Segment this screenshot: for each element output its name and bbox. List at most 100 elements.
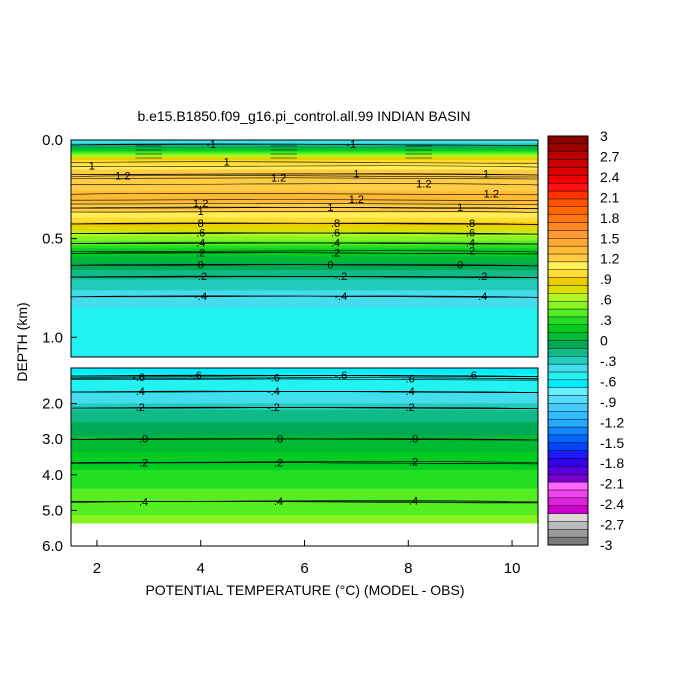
lower-fill-band xyxy=(71,494,538,496)
lower-fill-band xyxy=(71,488,538,491)
upper-fill-band xyxy=(71,291,538,295)
lower-contour-line xyxy=(71,462,538,465)
upper-fill-band xyxy=(71,341,538,344)
lower-fill-band xyxy=(71,408,538,411)
upper-fill-band xyxy=(71,353,538,357)
upper-fill-band xyxy=(71,350,538,353)
lower-fill-band xyxy=(71,383,538,386)
lower-fill-band xyxy=(71,505,538,507)
lower-y-tick-label: 4.0 xyxy=(42,467,63,484)
lower-y-tick-label: 5.0 xyxy=(42,502,63,519)
lower-fill-band xyxy=(71,466,538,469)
lower-fill-band xyxy=(71,454,538,456)
upper-fill-band xyxy=(71,183,538,186)
upper-fill-band xyxy=(71,305,538,308)
lower-contour-labels: -.6 -.6 -.6 -.6 -.6 -.6-.4 -.4 -.4-.2 -.2 -.2.0.0… xyxy=(132,370,477,508)
lower-fill-band xyxy=(71,385,538,388)
lower-contour-label: .0 xyxy=(139,434,148,446)
upper-fill-band xyxy=(71,296,538,299)
upper-fill-band xyxy=(71,231,538,234)
upper-fill-band xyxy=(71,163,538,166)
lower-fill-band xyxy=(71,474,538,476)
upper-fill-band xyxy=(71,240,538,243)
lower-fill-band xyxy=(71,436,538,439)
upper-contour-label: 1.2 xyxy=(416,178,431,190)
upper-fill-band xyxy=(71,166,538,169)
lower-fill-band xyxy=(71,446,538,449)
upper-fill-band xyxy=(71,234,538,237)
colorbar-label: .6 xyxy=(600,292,612,308)
upper-contour-label: 1.2 xyxy=(349,194,364,206)
colorbar-label: 0 xyxy=(600,333,608,349)
lower-fill-band xyxy=(71,483,538,485)
colorbar-label: 2.1 xyxy=(600,189,620,205)
colorbar-swatch xyxy=(547,222,589,231)
upper-fill-band xyxy=(71,215,538,219)
colorbar-label: .9 xyxy=(600,271,612,287)
upper-contour-line xyxy=(71,250,538,253)
upper-fill-band xyxy=(71,205,538,208)
upper-contour-label: .4 xyxy=(196,238,205,250)
lower-fill-band xyxy=(71,379,538,381)
upper-fill-band xyxy=(71,324,538,327)
lower-fill-band xyxy=(71,459,538,462)
colorbar: 3 2.7 2.4 2.1 1.8 1.5 1.2 .9 .6 .3 0 -.3 -.6 -.9 -1.2 -… xyxy=(547,128,624,553)
upper-fill-band xyxy=(71,194,538,197)
upper-contour-labels: -1 -11 11 11.2 1.2 1.21.21.21 11.218.8.8.6.6.6… xyxy=(89,139,499,303)
upper-fill-band xyxy=(71,146,538,149)
colorbar-label: 2.7 xyxy=(600,148,620,164)
colorbar-swatch xyxy=(547,505,589,514)
colorbar-label: -3 xyxy=(600,537,613,553)
upper-fill-band xyxy=(71,195,538,198)
upper-fill-band xyxy=(71,198,538,202)
lower-contour-label: .4 xyxy=(139,497,148,509)
upper-panel-fill xyxy=(71,140,538,357)
colorbar-swatch xyxy=(547,324,589,333)
upper-contour-label: 1 xyxy=(198,206,204,218)
upper-fill-band xyxy=(71,338,538,341)
upper-fill-band xyxy=(71,171,538,174)
lower-fill-band xyxy=(71,391,538,393)
lower-fill-band xyxy=(71,517,538,520)
lower-fill-band xyxy=(71,422,538,424)
colorbar-frame xyxy=(547,135,589,546)
lower-fill-band xyxy=(71,450,538,453)
colorbar-swatch xyxy=(547,481,589,491)
colorbar-swatch xyxy=(547,332,589,341)
lower-y-tick-label: 2.0 xyxy=(42,396,63,413)
upper-fill-band xyxy=(71,333,538,336)
lower-contour-label: .2 xyxy=(139,457,148,469)
lower-contour-label: -.6 xyxy=(464,370,477,382)
colorbar-swatch xyxy=(547,214,589,223)
colorbar-swatch xyxy=(547,418,589,428)
lower-fill-band xyxy=(71,398,538,401)
lower-fill-band xyxy=(71,403,538,406)
upper-fill-band xyxy=(71,169,538,172)
lower-contour-line xyxy=(71,438,538,441)
upper-fill-band xyxy=(71,313,538,316)
lower-fill-band xyxy=(71,411,538,413)
upper-fill-band xyxy=(71,167,538,171)
lower-contour-label: -.4 xyxy=(402,386,415,398)
colorbar-swatch xyxy=(547,521,589,530)
upper-fill-band xyxy=(71,302,538,305)
lower-fill-band xyxy=(71,404,538,407)
upper-contour-label: -.2 xyxy=(194,271,207,283)
lower-fill-band xyxy=(71,479,538,482)
lower-y-tick-label: 6.0 xyxy=(42,538,63,555)
x-tick-label: 8 xyxy=(404,560,412,577)
lower-fill-band xyxy=(71,510,538,513)
upper-fill-band xyxy=(71,264,538,267)
upper-fill-band xyxy=(71,265,538,268)
colorbar-swatch xyxy=(547,536,589,546)
lower-contour-label: -.4 xyxy=(132,386,145,398)
upper-fill-band xyxy=(71,312,538,315)
upper-fill-band xyxy=(71,219,538,222)
lower-fill-band xyxy=(71,445,538,448)
colorbar-swatch xyxy=(547,277,589,286)
lower-contour-label: .4 xyxy=(274,496,283,508)
upper-fill-band xyxy=(71,318,538,321)
lower-fill-band xyxy=(71,473,538,475)
upper-contour-label: -.4 xyxy=(194,291,207,303)
colorbar-swatch xyxy=(547,474,589,483)
